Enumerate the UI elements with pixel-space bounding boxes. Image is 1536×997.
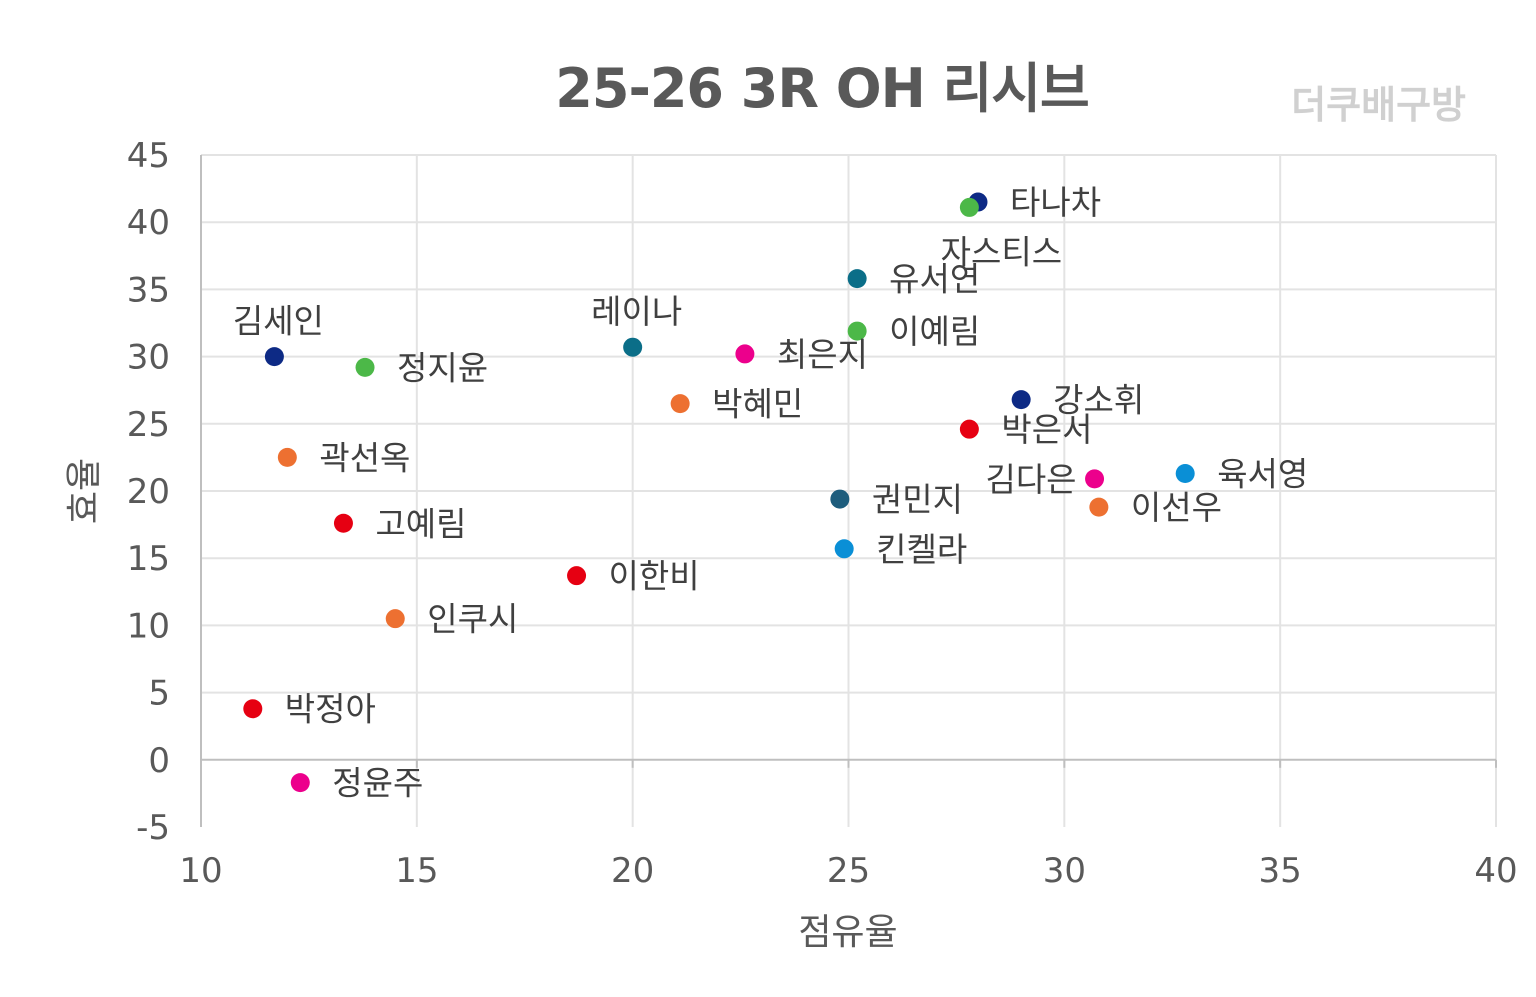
data-point xyxy=(1175,464,1195,484)
data-point xyxy=(959,419,979,439)
data-point xyxy=(670,394,690,414)
data-point xyxy=(847,321,867,341)
data-point xyxy=(1011,390,1031,410)
x-tick-label: 15 xyxy=(395,851,438,891)
data-label: 박혜민 xyxy=(712,385,803,424)
data-label: 곽선옥 xyxy=(319,438,410,477)
data-label: 인쿠시 xyxy=(427,600,518,639)
x-tick-label: 10 xyxy=(179,851,222,891)
data-point xyxy=(355,357,375,377)
y-tick-label: 15 xyxy=(127,539,170,579)
data-label: 정윤주 xyxy=(332,764,423,803)
data-label: 레이나 xyxy=(591,292,682,331)
y-tick-label: 20 xyxy=(127,472,170,512)
data-points xyxy=(243,192,1195,793)
data-point xyxy=(385,609,405,629)
y-tick-label: 30 xyxy=(127,338,170,378)
x-tick-label: 20 xyxy=(611,851,654,891)
data-label: 자스티스 xyxy=(941,232,1062,271)
data-point xyxy=(243,699,263,719)
x-tick-label: 30 xyxy=(1043,851,1086,891)
y-tick-label: -5 xyxy=(136,808,170,848)
data-point xyxy=(623,337,643,357)
data-point xyxy=(834,539,854,559)
y-tick-label: 40 xyxy=(127,203,170,243)
data-label: 이선우 xyxy=(1131,488,1222,527)
data-point xyxy=(290,773,310,793)
data-label: 이한비 xyxy=(609,557,700,596)
x-axis-title: 점유율 xyxy=(798,912,897,953)
x-tick-label: 35 xyxy=(1259,851,1302,891)
data-point xyxy=(1085,469,1105,489)
data-label: 강소휘 xyxy=(1053,381,1144,420)
chart-title: 25-26 3R OH 리시브 xyxy=(555,57,1088,120)
data-label: 정지윤 xyxy=(397,348,488,387)
data-label: 권민지 xyxy=(872,480,963,519)
data-label: 김세인 xyxy=(233,302,324,341)
data-label: 유서연 xyxy=(889,260,980,299)
x-tick-label: 25 xyxy=(827,851,870,891)
data-label: 고예림 xyxy=(375,504,466,543)
data-point xyxy=(567,566,587,586)
y-tick-label: 0 xyxy=(148,741,170,781)
data-point xyxy=(735,344,755,364)
y-tick-label: 35 xyxy=(127,270,170,310)
data-point xyxy=(264,347,284,367)
watermark: 더쿠배구방 xyxy=(1291,83,1466,127)
data-label: 이예림 xyxy=(889,312,980,351)
tick-labels: 10 15 20 25 30 35 40 -5 0 5 10 15 20 25 30 35 40 45 xyxy=(127,136,1518,891)
data-point xyxy=(277,447,297,467)
data-label: 육서영 xyxy=(1217,455,1308,494)
data-point xyxy=(847,269,867,289)
data-label: 킨켈라 xyxy=(876,530,967,569)
y-tick-label: 25 xyxy=(127,405,170,445)
x-tick-label: 40 xyxy=(1474,851,1517,891)
data-point xyxy=(1089,497,1109,517)
data-label: 김다은 xyxy=(985,460,1076,499)
y-tick-label: 10 xyxy=(127,606,170,646)
data-point xyxy=(959,197,979,217)
data-label: 박은서 xyxy=(1001,410,1092,449)
grid xyxy=(201,154,1497,827)
data-label: 최은지 xyxy=(777,335,868,374)
data-label: 박정아 xyxy=(285,690,376,729)
y-tick-label: 45 xyxy=(127,136,170,176)
y-tick-label: 5 xyxy=(148,674,170,714)
y-axis-title: 효율 xyxy=(64,458,105,524)
axes xyxy=(200,155,1497,827)
data-point xyxy=(333,513,353,533)
data-label: 타나차 xyxy=(1010,183,1101,222)
data-point xyxy=(830,489,850,509)
